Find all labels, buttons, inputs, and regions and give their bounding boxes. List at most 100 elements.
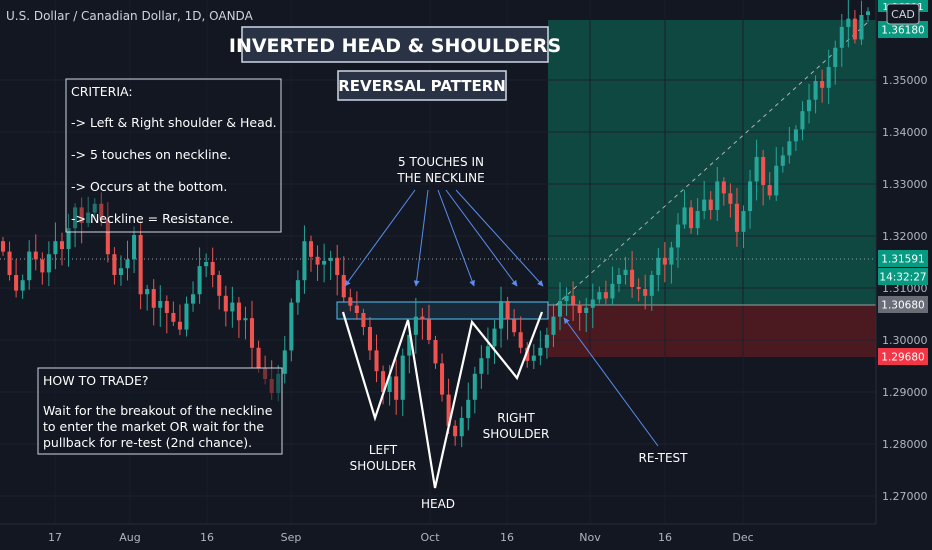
candle — [865, 7, 871, 22]
candle — [472, 366, 477, 414]
criteria-heading: CRITERIA: — [71, 84, 133, 99]
candle-body — [197, 266, 202, 295]
candle-body — [7, 251, 12, 275]
candle — [367, 317, 373, 360]
candle — [748, 169, 753, 229]
title-sub: REVERSAL PATTERN — [338, 77, 506, 95]
candle — [289, 298, 294, 362]
svg-text:1.31591: 1.31591 — [881, 254, 924, 266]
candle — [806, 83, 812, 124]
neckline-zone — [336, 301, 549, 320]
candle-body — [433, 340, 438, 364]
candle-body — [531, 355, 536, 361]
candle-body — [859, 15, 864, 40]
candle — [695, 198, 700, 236]
y-tick-label: 1.29000 — [882, 386, 928, 399]
candle — [236, 296, 241, 338]
countdown-badge: 14:32:27 — [878, 268, 928, 285]
candle-body — [374, 350, 379, 372]
candle — [223, 285, 228, 327]
candle-body — [394, 376, 399, 400]
left-shoulder-label-line-2: SHOULDER — [350, 459, 417, 473]
candle — [341, 256, 346, 302]
y-tick-label: 1.28000 — [882, 438, 928, 451]
candle-body — [151, 289, 156, 308]
svg-text:1.30680: 1.30680 — [881, 300, 924, 312]
x-tick-label: Sep — [281, 531, 302, 544]
criteria-line-3: -> Occurs at the bottom. — [71, 179, 227, 194]
candle — [184, 296, 189, 337]
svg-text:1.36180: 1.36180 — [881, 25, 924, 37]
candle-body — [590, 299, 595, 308]
candle — [544, 327, 549, 359]
candle — [118, 255, 123, 286]
y-tick-label: 1.35000 — [882, 74, 928, 87]
candle-body — [40, 259, 45, 273]
candle — [610, 266, 615, 306]
candle-body — [79, 207, 84, 223]
candle-body — [761, 156, 766, 186]
candle — [492, 320, 497, 364]
candle-body — [584, 307, 589, 313]
candle — [479, 345, 484, 389]
candle-body — [839, 26, 844, 48]
candle — [649, 270, 654, 311]
candle — [335, 244, 340, 296]
candle-body — [662, 257, 667, 265]
candle-body — [204, 262, 209, 267]
candle-body — [616, 275, 622, 284]
candle — [158, 285, 163, 327]
candle — [249, 300, 255, 369]
candle — [433, 335, 438, 369]
candle-body — [46, 254, 51, 273]
x-tick-label: Aug — [119, 531, 140, 544]
candle-body — [256, 347, 261, 369]
currency-button[interactable]: CAD — [886, 3, 920, 25]
candle-body — [145, 289, 150, 295]
candle-body — [446, 394, 451, 426]
y-tick-label: 1.30000 — [882, 334, 928, 347]
candle-body — [440, 363, 445, 395]
candle-body — [695, 211, 700, 229]
candle-body — [669, 247, 674, 265]
candle-body — [125, 259, 130, 269]
candle-body — [112, 254, 117, 275]
candle — [171, 301, 176, 326]
candle-body — [407, 334, 412, 356]
candle-body — [538, 347, 543, 356]
candle-body — [453, 425, 458, 437]
candle-body — [636, 286, 641, 290]
candle-body — [564, 295, 569, 301]
candle — [571, 281, 576, 321]
candle — [40, 252, 45, 285]
candle — [669, 241, 674, 284]
time-axis[interactable] — [0, 524, 876, 550]
candle-body — [354, 305, 359, 313]
candle — [282, 336, 287, 384]
candle — [0, 237, 6, 256]
candle-body — [420, 316, 425, 320]
candle-body — [53, 241, 58, 255]
candle — [151, 279, 156, 326]
candle-body — [741, 211, 746, 232]
candle-body — [217, 275, 222, 296]
right-shoulder-label-line-1: RIGHT — [497, 411, 535, 425]
candle — [197, 247, 202, 304]
how-to-trade-heading: HOW TO TRADE? — [43, 373, 149, 388]
candle — [603, 280, 608, 304]
candle-body — [557, 301, 563, 317]
candle-body — [826, 67, 831, 88]
candle — [191, 281, 196, 312]
candle-body — [367, 327, 373, 351]
x-tick-label: Nov — [579, 531, 601, 544]
candle — [138, 220, 143, 310]
price-badge-entry: 1.30680 — [878, 296, 928, 313]
candle — [210, 247, 215, 288]
candle-body — [400, 355, 405, 400]
y-axis-ticks: 1.35000 1.34000 1.33000 1.32000 1.31000 1.300… — [882, 74, 928, 503]
candle — [728, 183, 733, 218]
candle-body — [466, 399, 471, 418]
loss-zone — [548, 305, 876, 357]
candle-body — [184, 303, 189, 330]
